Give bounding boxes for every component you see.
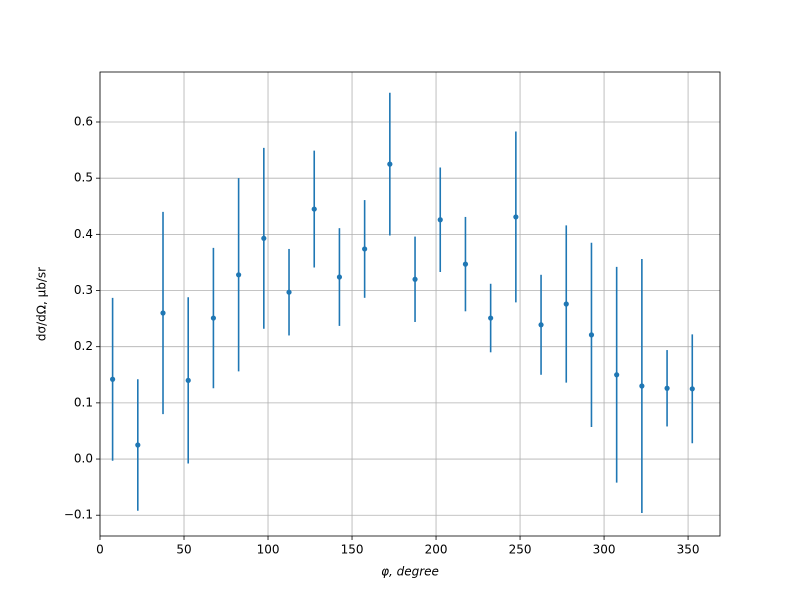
y-axis-label: dσ/dΩ, μb/sr (35, 267, 49, 341)
y-tick-label: 0.6 (74, 114, 93, 128)
data-point (689, 386, 695, 392)
x-tick-label: 50 (176, 543, 191, 557)
data-point (664, 385, 670, 391)
data-point (110, 376, 116, 382)
y-tick-label: 0.0 (74, 452, 93, 466)
data-point (185, 377, 191, 383)
y-tick-label: 0.4 (74, 227, 93, 241)
data-point (488, 315, 494, 321)
x-tick-label: 300 (593, 543, 616, 557)
data-point (639, 383, 645, 389)
data-point (563, 301, 569, 307)
data-point (362, 246, 368, 252)
x-tick-label: 350 (677, 543, 700, 557)
data-point (614, 372, 620, 378)
data-point (135, 442, 141, 448)
x-tick-label: 0 (96, 543, 104, 557)
data-point (311, 206, 317, 212)
x-tick-label: 200 (425, 543, 448, 557)
x-tick-label: 100 (257, 543, 280, 557)
data-point (412, 276, 418, 282)
data-point (160, 310, 166, 316)
data-point (236, 272, 242, 278)
data-point (437, 217, 443, 223)
y-tick-label: −0.1 (64, 508, 93, 522)
y-tick-label: 0.2 (74, 339, 93, 353)
data-point (210, 315, 217, 321)
x-tick-label: 150 (341, 543, 364, 557)
data-point (538, 322, 544, 328)
y-tick-label: 0.1 (74, 395, 93, 409)
data-point (462, 261, 469, 267)
plot-frame (99, 71, 721, 537)
x-axis-label: φ, degree (381, 565, 439, 579)
data-point (336, 274, 343, 280)
x-tick-label: 250 (509, 543, 532, 557)
y-tick-label: 0.5 (74, 171, 93, 185)
y-tick-label: 0.3 (74, 283, 93, 297)
data-point (261, 235, 267, 241)
data-point (387, 161, 393, 167)
data-point (513, 214, 519, 220)
data-point (286, 289, 292, 295)
data-point (588, 332, 595, 338)
